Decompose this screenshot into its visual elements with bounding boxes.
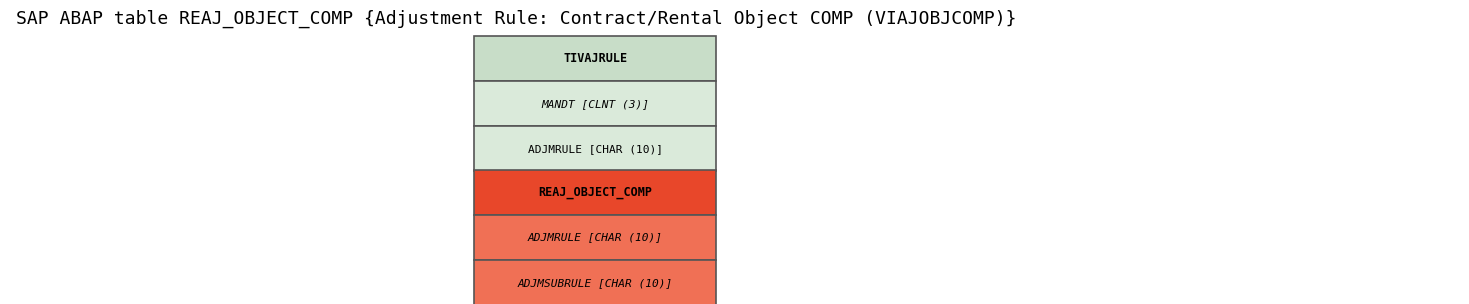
Text: ADJMSUBRULE [CHAR (10)]: ADJMSUBRULE [CHAR (10)] (517, 278, 673, 288)
Text: ADJMRULE [CHAR (10)]: ADJMRULE [CHAR (10)] (527, 233, 663, 243)
Bar (474, 170, 717, 215)
Bar (474, 81, 717, 126)
Text: MANDT [CLNT (3)]: MANDT [CLNT (3)] (541, 99, 649, 109)
Bar (474, 260, 717, 304)
Text: TIVAJRULE: TIVAJRULE (563, 52, 627, 65)
Text: SAP ABAP table REAJ_OBJECT_COMP {Adjustment Rule: Contract/Rental Object COMP (V: SAP ABAP table REAJ_OBJECT_COMP {Adjustm… (16, 10, 1017, 28)
Text: REAJ_OBJECT_COMP: REAJ_OBJECT_COMP (538, 186, 652, 199)
Bar (474, 126, 717, 171)
Bar (474, 36, 717, 81)
Bar (474, 215, 717, 260)
Text: ADJMRULE [CHAR (10)]: ADJMRULE [CHAR (10)] (527, 144, 663, 154)
